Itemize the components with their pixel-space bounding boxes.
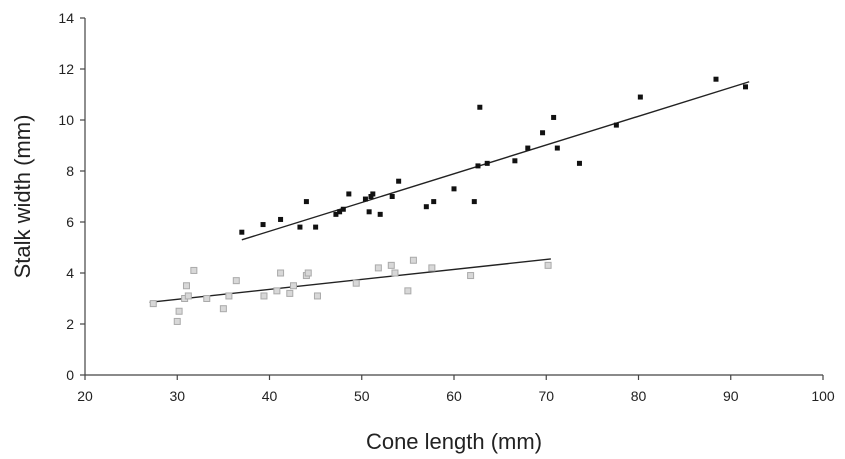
data-point [391,269,399,277]
data-point [333,211,339,217]
data-point [554,145,560,151]
x-tick-label: 90 [723,388,739,404]
data-point [362,196,368,202]
data-point [368,194,374,199]
axes [84,18,823,376]
y-tick-label: 4 [66,265,74,281]
data-point [286,289,294,297]
data-point [278,216,284,222]
data-point [225,292,233,300]
x-tick-label: 100 [811,388,835,404]
x-axis-ticks: 20 30 40 50 60 70 80 90 100 [77,375,835,404]
x-tick-label: 70 [538,388,554,404]
data-point [352,279,360,287]
y-tick-label: 2 [66,316,74,332]
data-point [475,163,481,169]
data-point [713,76,719,82]
data-point [346,191,352,197]
data-point [184,292,192,300]
data-point [389,194,395,199]
data-point [576,160,582,166]
y-axis-title: Stalk width (mm) [10,115,35,279]
data-point [313,224,319,230]
data-point [277,269,285,277]
data-point [525,145,531,151]
y-tick-label: 12 [58,61,74,77]
data-point [175,307,183,315]
data-point [637,94,643,100]
y-tick-label: 10 [58,112,74,128]
data-point [313,292,321,300]
x-tick-label: 50 [354,388,370,404]
x-tick-label: 80 [631,388,647,404]
data-point [149,300,157,308]
x-tick-label: 20 [77,388,93,404]
data-point [477,104,483,110]
data-point [409,256,417,264]
data-point [219,305,227,313]
data-point [340,206,346,212]
trendlines [149,81,750,304]
data-point [173,317,181,325]
data-point [370,191,376,197]
trendline-series-2 [149,258,551,304]
x-axis-title: Cone length (mm) [366,429,542,454]
data-point [467,272,475,280]
data-point [232,277,240,285]
data-point [203,295,211,302]
data-point [289,282,297,290]
data-point [540,130,546,136]
y-tick-label: 14 [58,10,74,26]
data-point [377,211,383,217]
data-points [149,76,749,325]
data-point [431,199,437,205]
data-point [613,122,619,128]
data-point [471,199,477,205]
data-point [374,264,382,272]
data-point [451,186,457,192]
data-point [337,209,343,215]
data-point [260,292,268,300]
data-point [190,266,198,274]
data-point [544,261,552,269]
y-tick-label: 8 [66,163,74,179]
y-axis-ticks: 0 2 4 6 8 10 12 14 [58,10,85,383]
data-point [239,229,245,235]
data-point [423,204,429,210]
data-point [304,269,312,277]
data-point [303,199,309,205]
data-point [743,84,749,90]
data-point [366,209,372,215]
data-point [428,264,436,272]
y-tick-label: 6 [66,214,74,230]
data-point [512,158,518,164]
data-point [387,261,395,269]
y-tick-label: 0 [66,367,74,383]
data-point [396,178,402,184]
x-tick-label: 30 [169,388,185,404]
data-point [551,114,557,120]
data-point [404,287,412,295]
data-point [273,287,281,295]
x-tick-label: 60 [446,388,462,404]
data-point [484,160,490,166]
trendline-series-1 [241,81,750,241]
data-point [260,222,266,228]
data-point [297,224,303,230]
data-point [182,282,190,290]
x-tick-label: 40 [262,388,278,404]
